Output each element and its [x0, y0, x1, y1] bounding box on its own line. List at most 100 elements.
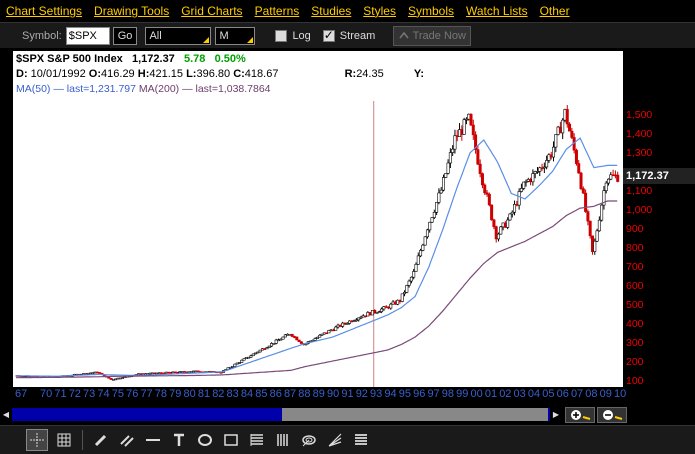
menu-drawing-tools[interactable]: Drawing Tools — [94, 4, 170, 18]
candle-body — [593, 240, 597, 252]
stream-checkbox[interactable]: Stream — [322, 28, 375, 42]
scroll-right-arrow-icon[interactable]: ▶ — [550, 408, 562, 421]
date-tick-label: 07 — [570, 388, 584, 400]
price-tick-label: 400 — [626, 318, 644, 330]
candle-body — [602, 190, 606, 206]
price-axis[interactable]: 1,5001,4001,3001,2001,1001,0009008007006… — [623, 51, 695, 387]
parallel-lines-icon — [120, 435, 134, 447]
fan-tool-button[interactable] — [324, 429, 346, 451]
candle-body — [435, 202, 439, 213]
date-axis[interactable]: 67 70 71 72 73 74 75 76 77 78 79 80 81 82 83 84 85 86 87 88… — [13, 387, 626, 407]
candle-body — [233, 363, 237, 367]
candle-body — [295, 336, 299, 341]
date-tick-label: 82 — [212, 388, 225, 400]
date-tick-label: 99 — [456, 388, 469, 400]
candle-body — [574, 149, 578, 164]
horizontal-line-tool-button[interactable] — [142, 429, 164, 451]
crosshair-tool-button[interactable] — [26, 429, 48, 451]
trade-now-label: Trade Now — [412, 29, 466, 42]
scroll-thumb[interactable] — [282, 408, 548, 421]
date-tick-label: 92 — [355, 388, 368, 400]
trade-now-button[interactable]: Trade Now — [393, 25, 472, 46]
chart-plot-area[interactable]: $SPX S&P 500 Index 1,172.37 5.78 0.50% D… — [13, 51, 623, 387]
date-tick-label: 08 — [585, 388, 598, 400]
date-tick-label: 96 — [413, 388, 426, 400]
lines-tool-button[interactable] — [350, 429, 372, 451]
menu-styles[interactable]: Styles — [363, 4, 396, 18]
bar-range: 24.35 — [356, 68, 384, 80]
candle-body — [412, 271, 416, 278]
candle-body — [531, 173, 535, 183]
log-checkbox-box[interactable] — [275, 29, 288, 42]
grid-icon — [57, 433, 71, 447]
candle-body — [595, 230, 599, 242]
menu-watch-lists[interactable]: Watch Lists — [466, 4, 528, 18]
date-tick-label: 02 — [499, 388, 512, 400]
price-tick-label: 1,500 — [626, 109, 653, 121]
pencil-icon — [94, 434, 107, 447]
candle-body — [497, 233, 501, 240]
zoom-out-button[interactable] — [597, 407, 627, 423]
trade-icon — [398, 31, 409, 38]
candle-body — [318, 334, 322, 338]
grid-tool-button[interactable] — [53, 429, 75, 451]
date-tick-label: 87 — [283, 388, 297, 400]
period-select[interactable]: M — [215, 26, 256, 45]
gann-tool-button[interactable] — [272, 429, 294, 451]
candle-body — [480, 173, 484, 186]
price-tick-label: 700 — [626, 261, 644, 273]
fibonacci-tool-button[interactable] — [246, 429, 268, 451]
pencil-tool-button[interactable] — [90, 429, 112, 451]
date-tick-label: 70 — [40, 388, 53, 400]
candle-body — [265, 347, 269, 350]
candle-body — [407, 280, 411, 286]
menu-symbols[interactable]: Symbols — [407, 4, 454, 18]
date-tick-label: 04 — [527, 388, 541, 400]
price-tick-label: 500 — [626, 299, 644, 311]
log-checkbox[interactable]: Log — [275, 29, 311, 42]
menu-patterns[interactable]: Patterns — [254, 4, 300, 18]
horizontal-scrollbar[interactable]: ◀ ▶ — [0, 408, 563, 421]
candle-body — [586, 211, 590, 222]
price-chart[interactable] — [13, 51, 623, 387]
menu-other[interactable]: Other — [539, 4, 570, 18]
candle-body — [471, 124, 475, 136]
candle-body — [432, 212, 436, 218]
price-change-pct: 0.50% — [214, 53, 246, 65]
parallel-lines-tool-button[interactable] — [116, 429, 138, 451]
candle-body — [609, 174, 613, 180]
rectangle-tool-button[interactable] — [220, 429, 242, 451]
quote-line: $SPX S&P 500 Index 1,172.37 5.78 0.50% — [16, 53, 424, 65]
menu-studies[interactable]: Studies — [311, 4, 352, 18]
candle-body — [577, 163, 581, 174]
menu-grid-charts[interactable]: Grid Charts — [181, 4, 243, 18]
zoom-in-button[interactable] — [565, 407, 595, 423]
date-tick-label: 77 — [140, 388, 153, 400]
bar-low: 396.80 — [196, 68, 231, 80]
price-tick-label: 200 — [626, 356, 644, 368]
dropdown-corner-icon — [247, 36, 254, 43]
candle-body — [487, 193, 491, 206]
ma200-label: MA(200) — [138, 83, 180, 95]
go-button[interactable]: Go — [112, 26, 138, 45]
date-tick-label: 93 — [370, 388, 383, 400]
date-tick-label: 76 — [126, 388, 139, 400]
ma200-last: — last=1,038.7864 — [182, 83, 271, 95]
stream-checkbox-box[interactable] — [322, 28, 335, 42]
ma50-line — [15, 137, 618, 377]
spiral-tool-button[interactable] — [298, 429, 320, 451]
candle-body — [242, 358, 246, 361]
scroll-left-arrow-icon[interactable]: ◀ — [0, 408, 12, 421]
ma200-line — [16, 200, 618, 379]
ellipse-tool-button[interactable] — [194, 429, 216, 451]
candle-body — [478, 163, 482, 174]
menu-chart-settings[interactable]: Chart Settings — [6, 4, 83, 18]
candle-body — [448, 152, 452, 164]
candle-body — [313, 338, 317, 341]
candle-body — [584, 192, 588, 212]
symbol-input[interactable] — [65, 26, 110, 45]
bar-high: 421.15 — [149, 68, 184, 80]
range-select[interactable]: All — [145, 26, 212, 45]
candle-body — [256, 351, 260, 354]
text-tool-button[interactable] — [168, 429, 190, 451]
